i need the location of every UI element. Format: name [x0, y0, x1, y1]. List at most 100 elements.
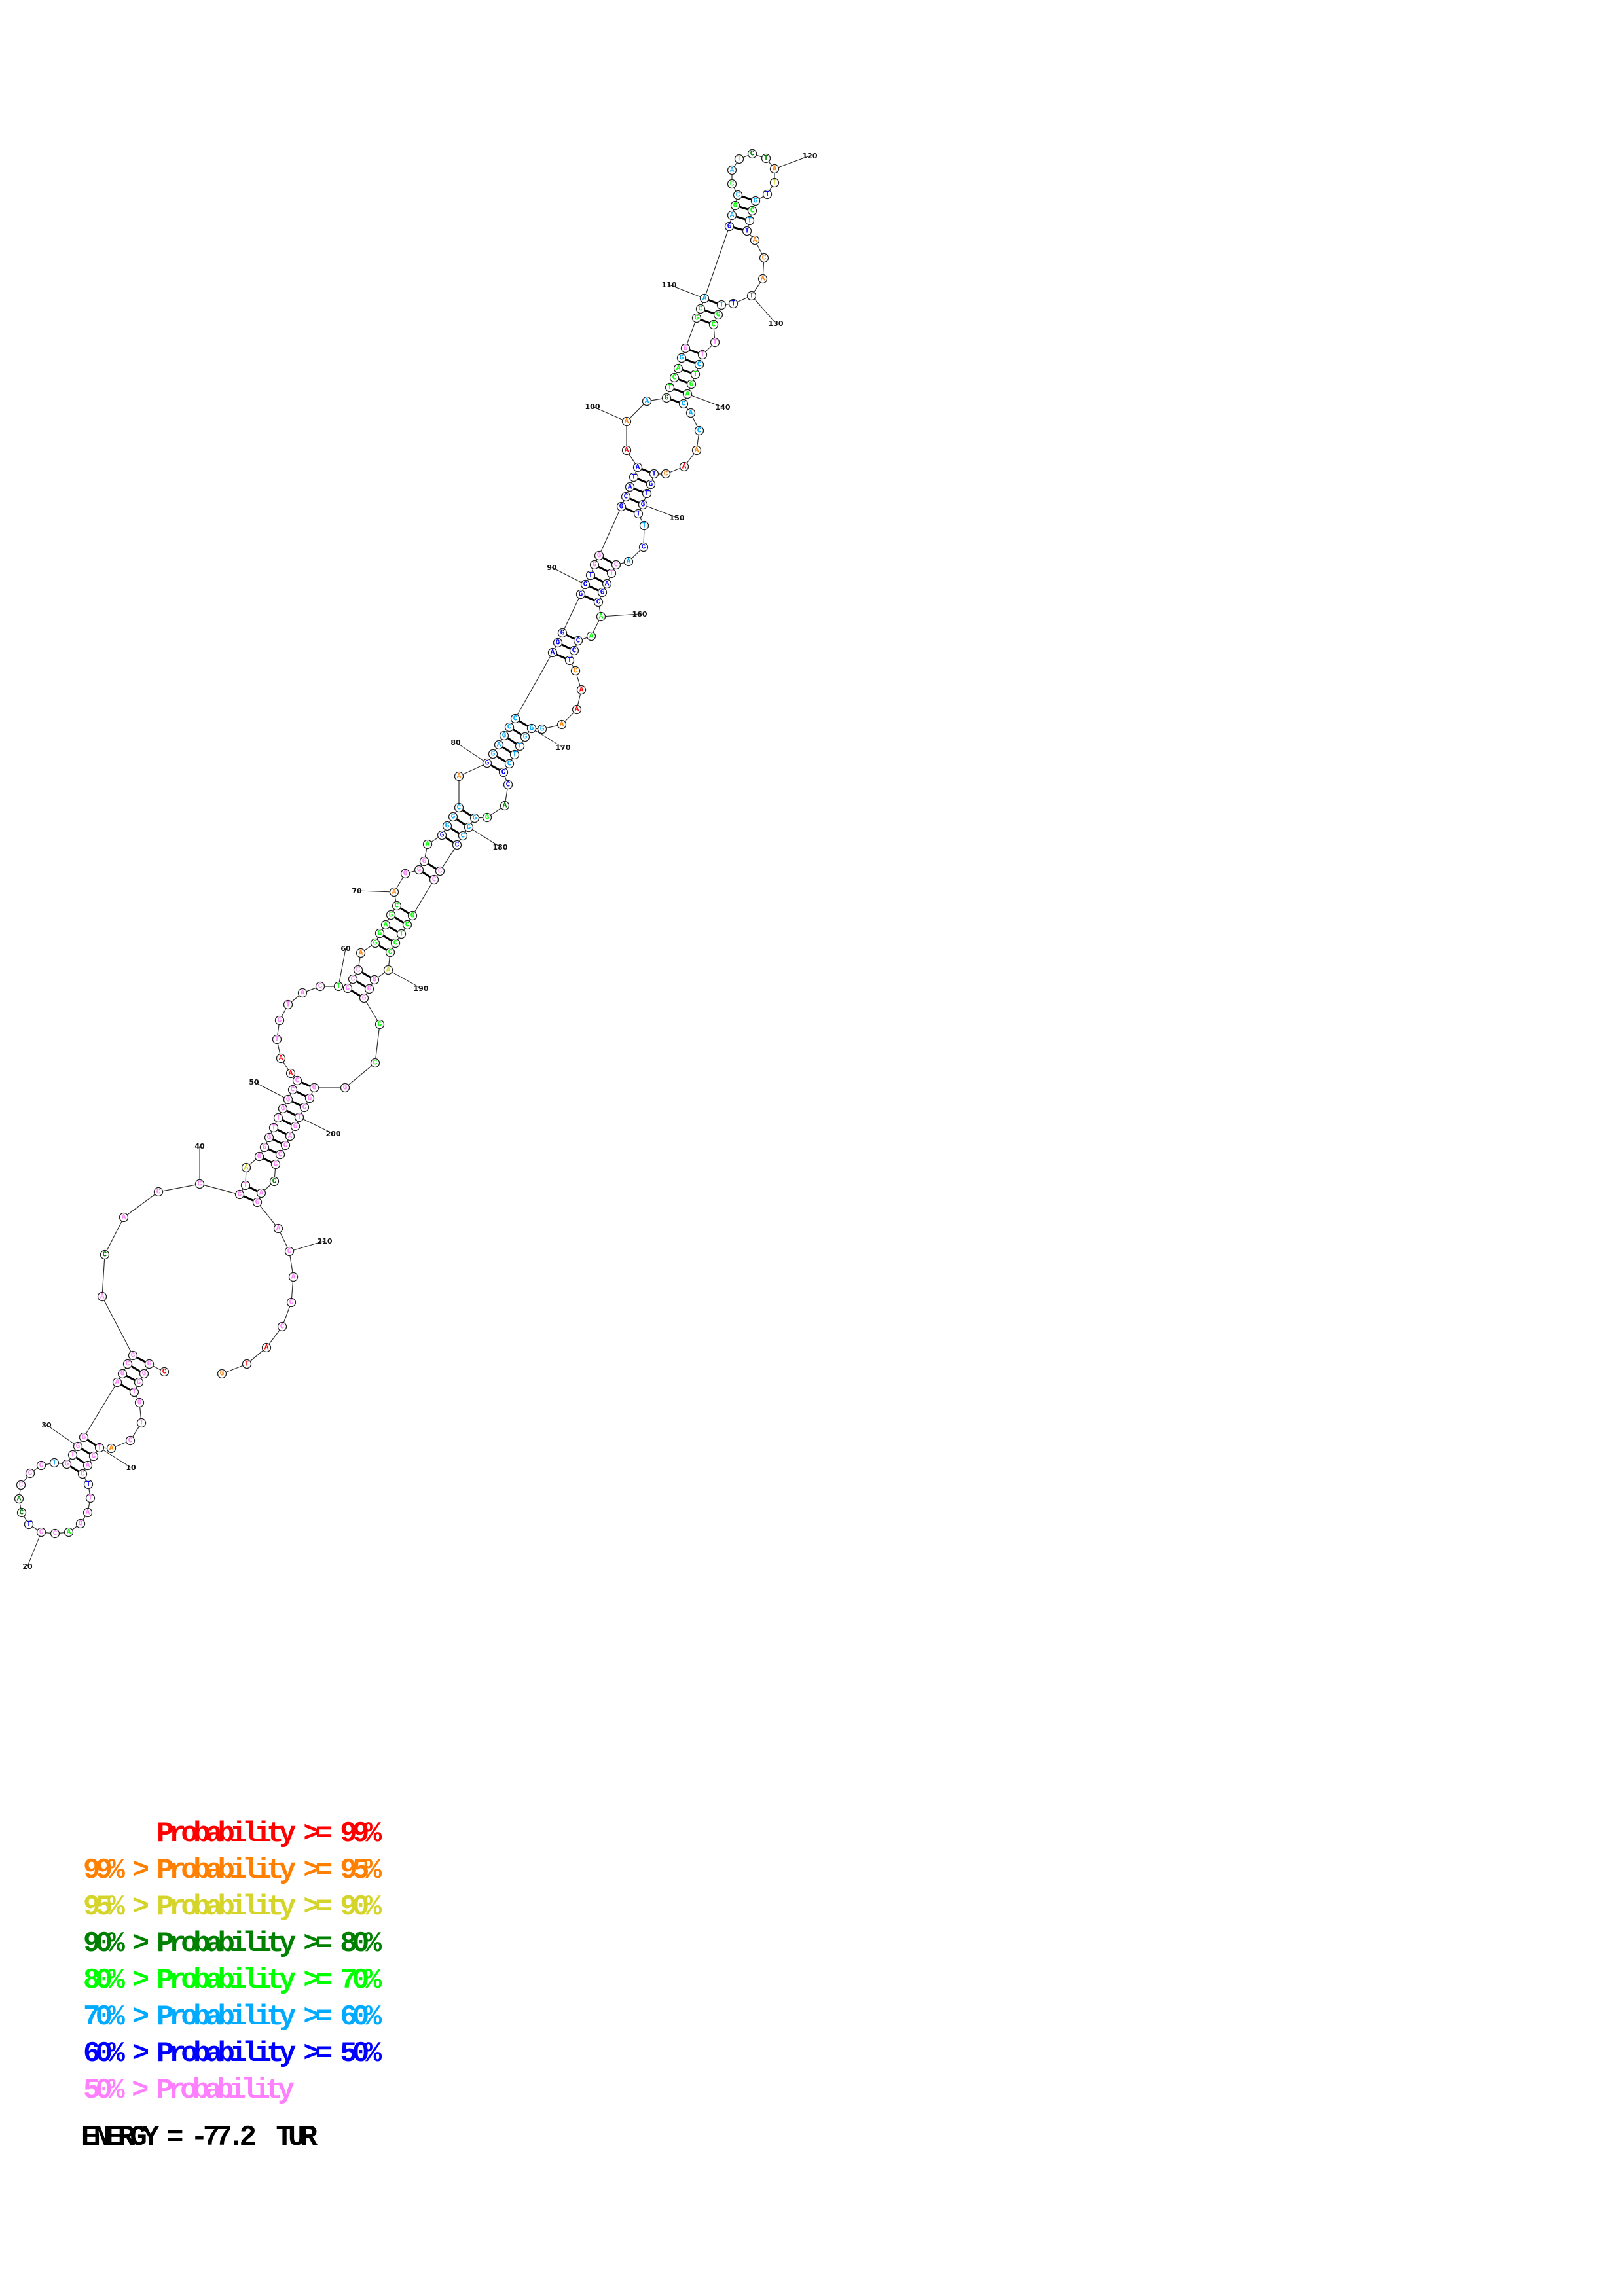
nucleotide-letter: C	[457, 804, 462, 812]
nucleotide-letter: T	[88, 1495, 93, 1503]
nucleotide-letter: T	[272, 1124, 276, 1132]
nucleotide: A	[685, 408, 696, 418]
nucleotide-letter: C	[395, 903, 399, 910]
nucleotide-letter: C	[750, 207, 755, 215]
nucleotide-letter: G	[76, 1443, 81, 1451]
nucleotide: C	[25, 1468, 35, 1479]
nucleotide: G	[686, 379, 697, 389]
nucleotide-letter: C	[438, 868, 443, 876]
nucleotide-circle	[67, 1450, 78, 1460]
nucleotide: A	[602, 579, 612, 589]
nucleotide-circle	[680, 343, 691, 353]
nucleotide-circle	[746, 291, 757, 301]
nucleotide-letter: A	[115, 1379, 120, 1387]
nucleotide-circle	[285, 1068, 296, 1079]
nucleotide-letter: T	[27, 1521, 31, 1529]
nucleotide-circle	[621, 445, 632, 456]
position-label: 60	[340, 944, 351, 953]
nucleotide-circle	[761, 153, 771, 164]
nucleotide-letter: T	[668, 384, 672, 392]
nucleotide: G	[374, 928, 385, 939]
nucleotide: A	[297, 988, 308, 998]
nucleotide: C	[678, 399, 689, 409]
nucleotide: T	[24, 1519, 34, 1530]
nucleotide-letter: T	[610, 570, 614, 578]
nucleotide-circle	[414, 865, 424, 875]
nucleotide-letter: C	[19, 1482, 24, 1490]
nucleotide: C	[16, 1507, 27, 1518]
nucleotide-circle	[14, 1494, 24, 1504]
nucleotide-letter: G	[82, 1434, 86, 1442]
legend-line-4: 90% > Probability >= 80%	[83, 1928, 382, 1960]
nucleotide-circle	[75, 1518, 86, 1529]
nucleotide: A	[632, 462, 643, 473]
nucleotide-circle	[585, 570, 596, 581]
nucleotide-letter: A	[676, 365, 681, 373]
nucleotide-letter: C	[20, 1509, 24, 1517]
nucleotide: T	[242, 1359, 252, 1369]
nucleotide-circle	[665, 382, 675, 393]
nucleotide-letter: T	[98, 1444, 102, 1452]
nucleotide-letter: C	[574, 668, 578, 675]
base-pairs	[66, 194, 756, 1475]
nucleotide: C	[747, 149, 757, 159]
position-tick	[289, 1240, 325, 1252]
nucleotide: A	[82, 1507, 93, 1518]
nucleotide: A	[586, 631, 596, 641]
nucleotide-circle	[500, 800, 510, 811]
nucleotide-circle	[390, 938, 401, 948]
nucleotide-circle	[435, 866, 445, 876]
nucleotide: T	[294, 1112, 304, 1122]
nucleotide: A	[389, 887, 399, 897]
nucleotide-circle	[297, 988, 308, 998]
nucleotide: C	[570, 666, 581, 676]
nucleotide-circle	[679, 461, 689, 472]
nucleotide-circle	[389, 887, 399, 897]
nucleotide-circle	[757, 274, 768, 284]
nucleotide-circle	[750, 196, 761, 206]
nucleotide-circle	[699, 293, 710, 304]
nucleotide: G	[661, 393, 672, 403]
nucleotide: T	[728, 298, 739, 309]
nucleotide: A	[14, 1494, 24, 1504]
nucleotide: G	[117, 1369, 128, 1379]
nucleotide-letter: A	[259, 1190, 264, 1198]
nucleotide: A	[119, 1212, 129, 1223]
nucleotide-circle	[252, 1197, 263, 1208]
nucleotide-circle	[694, 425, 704, 436]
nucleotide-letter: C	[128, 1437, 133, 1445]
nucleotide: G	[442, 821, 452, 831]
nucleotide: T	[697, 350, 708, 360]
nucleotide-circle	[575, 589, 586, 600]
nucleotide-letter: C	[272, 1178, 277, 1186]
nucleotide-circle	[136, 1418, 147, 1428]
nucleotide-letter: C	[280, 1323, 285, 1331]
nucleotide-letter: G	[367, 986, 372, 994]
nucleotide-circle	[273, 1113, 283, 1123]
nucleotide-letter: G	[540, 726, 545, 734]
nucleotide-circle	[333, 981, 344, 992]
nucleotide-letter: A	[702, 295, 707, 303]
nucleotide: G	[264, 1132, 274, 1143]
legend-line-2: 99% > Probability >= 95%	[83, 1854, 382, 1887]
nucleotide-circle	[747, 206, 757, 216]
nucleotide-letter: A	[645, 398, 649, 406]
nucleotide-letter: G	[257, 1153, 262, 1161]
nucleotide-circle	[586, 631, 596, 641]
nucleotide-letter: C	[278, 1151, 283, 1159]
nucleotide-letter: C	[507, 724, 512, 732]
nucleotide: C	[504, 722, 515, 732]
nucleotide: C	[694, 425, 704, 436]
nucleotide: A	[642, 396, 652, 406]
nucleotide: C	[733, 190, 743, 200]
nucleotide-letter: T	[645, 490, 649, 498]
nucleotide: A	[500, 800, 510, 811]
nucleotide-circle	[340, 1083, 350, 1093]
nucleotide: C	[134, 1377, 144, 1388]
nucleotide-circle	[621, 492, 631, 502]
nucleotide-circle	[691, 445, 702, 456]
nucleotide-letter: C	[278, 1017, 282, 1025]
nucleotide: C	[429, 874, 439, 885]
nucleotide-circle	[437, 830, 447, 840]
position-label: 210	[318, 1237, 333, 1246]
